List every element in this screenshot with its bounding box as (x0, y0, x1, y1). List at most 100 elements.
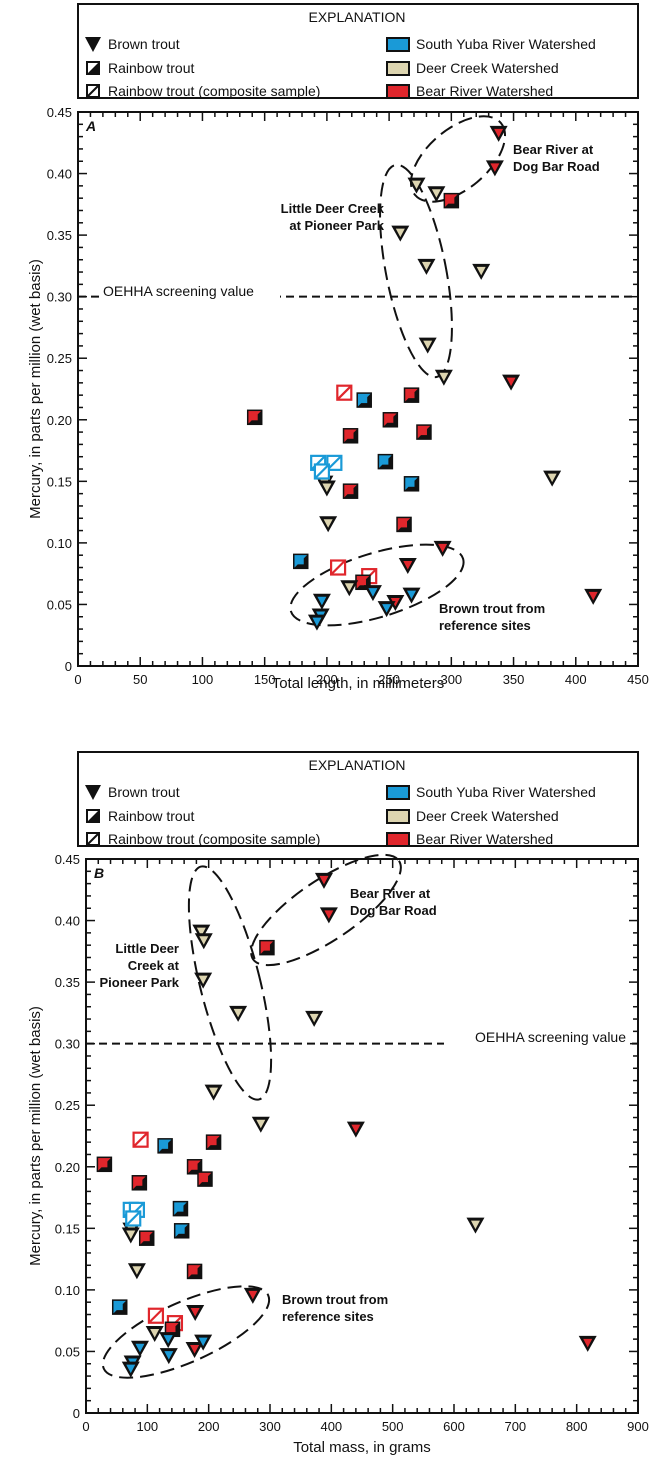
legend-label-south-yuba: South Yuba River Watershed (416, 36, 596, 52)
y-tick-label: 0.35 (55, 975, 80, 990)
annotation-bear-river-a-line1: Bear River at (513, 142, 594, 157)
legend-a: EXPLANATION Brown trout Rainbow trout Ra… (77, 3, 639, 99)
data-point-brown-yuba (121, 1361, 140, 1378)
data-point-brown-deer (127, 1263, 146, 1280)
data-point-rainbow-yuba (157, 1138, 173, 1154)
data-point-composite-yuba (125, 1210, 142, 1227)
data-point-brown-bear (386, 594, 405, 611)
y-tick-label: 0.45 (55, 852, 80, 867)
data-point-rainbow-bear (416, 424, 432, 440)
legend-box (77, 751, 639, 847)
ellipse-little-deer-creek-a (379, 163, 453, 379)
data-point-brown-bear (584, 588, 603, 605)
legend-symbol-rainbow-trout (86, 61, 100, 75)
x-tick-label: 100 (192, 672, 214, 687)
x-tick-label: 400 (320, 1419, 342, 1434)
legend-box (77, 3, 639, 99)
legend-swatch-bear-river (386, 84, 410, 99)
data-point-brown-deer (229, 1005, 248, 1022)
data-point-brown-bear (485, 160, 504, 177)
y-tick-label: 0.40 (55, 914, 80, 929)
legend-swatch-deer-creek (386, 809, 410, 824)
x-tick-label: 500 (382, 1419, 404, 1434)
x-tick-label: 200 (198, 1419, 220, 1434)
legend-title: EXPLANATION (309, 757, 406, 773)
data-point-rainbow-bear (96, 1156, 113, 1173)
data-point-brown-deer (319, 516, 338, 533)
data-point-brown-bear (433, 540, 452, 557)
data-point-rainbow-bear (342, 428, 359, 444)
data-point-brown-deer (121, 1227, 140, 1244)
legend-label-brown-trout: Brown trout (108, 784, 180, 800)
annotation-brown-ref-b-line2: reference sites (282, 1309, 374, 1324)
x-tick-label: 350 (503, 672, 525, 687)
y-tick-label: 0 (65, 659, 72, 674)
legend-title: EXPLANATION (309, 9, 406, 25)
legend-symbol-brown-trout (85, 785, 101, 800)
ellipse-little-deer-creek-b (187, 865, 273, 1101)
y-tick-label: 0.15 (55, 1221, 80, 1236)
data-point-brown-deer (194, 933, 213, 950)
legend-symbol-rainbow-composite (86, 832, 100, 846)
screening-label-a: OEHHA screening value (103, 283, 254, 299)
data-point-composite-bear (329, 559, 347, 576)
y-tick-label: 0.10 (55, 1283, 80, 1298)
legend-symbol-brown-trout (85, 37, 101, 52)
ellipse-brown-trout-reference-a (289, 543, 465, 627)
annotation-brown-ref-a-line2: reference sites (439, 618, 531, 633)
data-points-b (96, 872, 597, 1378)
data-point-brown-deer (145, 1325, 164, 1342)
data-point-composite-yuba (326, 454, 343, 471)
annotation-brown-ref-a-line1: Brown trout from (439, 601, 545, 616)
legend-label-rainbow-trout: Rainbow trout (108, 60, 194, 76)
plot-frame-b (85, 858, 639, 1414)
data-point-brown-bear (578, 1335, 597, 1352)
legend-label-bear-river: Bear River Watershed (416, 83, 553, 99)
legend-swatch-deer-creek (386, 61, 410, 76)
y-tick-label: 0.25 (55, 1098, 80, 1113)
data-point-brown-deer (543, 470, 562, 487)
data-point-brown-deer (407, 177, 426, 194)
data-point-brown-deer (434, 369, 453, 386)
x-axis-label-b: Total mass, in grams (293, 1439, 431, 1456)
x-tick-label: 100 (136, 1419, 158, 1434)
annotation-little-deer-a-line1: Little Deer Creek (281, 201, 385, 216)
legend-label-rainbow-trout: Rainbow trout (108, 808, 194, 824)
y-tick-label: 0.45 (47, 105, 72, 120)
data-point-rainbow-bear (205, 1134, 222, 1150)
ellipse-brown-trout-reference-b (101, 1285, 271, 1379)
data-point-rainbow-bear (186, 1159, 203, 1175)
data-point-composite-yuba (313, 463, 331, 480)
x-tick-label: 400 (565, 672, 587, 687)
annotation-ellipses-a (289, 115, 507, 627)
data-point-brown-yuba (159, 1332, 178, 1349)
x-tick-label: 800 (566, 1419, 588, 1434)
ellipse-bear-river-dog-bar-a (409, 115, 507, 203)
y-tick-labels-a: 0 0.05 0.10 0.15 0.20 0.25 0.30 0.35 0.40 0.45 (47, 105, 72, 674)
data-point-rainbow-bear (259, 939, 275, 956)
data-point-composite-bear (336, 384, 353, 401)
data-point-brown-bear (243, 1287, 262, 1304)
legend-label-rainbow-composite: Rainbow trout (composite sample) (108, 831, 320, 847)
panel-letter-a: A (85, 118, 96, 134)
y-tick-label: 0.30 (55, 1037, 80, 1052)
x-tick-labels-b: 0 100 200 300 400 500 600 700 800 900 (82, 1419, 648, 1434)
data-point-brown-deer (192, 924, 211, 941)
data-point-rainbow-bear (342, 483, 359, 499)
annotation-little-deer-b-line3: Pioneer Park (100, 975, 180, 990)
x-tick-label: 700 (504, 1419, 526, 1434)
legend-symbol-rainbow-composite (86, 84, 100, 98)
x-tick-label: 300 (440, 672, 462, 687)
legend-b: EXPLANATION Brown trout Rainbow trout Ra… (77, 751, 639, 847)
x-tick-label: 150 (254, 672, 276, 687)
x-tick-label: 0 (82, 1419, 89, 1434)
x-tick-label: 900 (627, 1419, 649, 1434)
y-tick-label: 0.05 (55, 1344, 80, 1359)
data-point-brown-yuba (159, 1348, 178, 1365)
legend-label-deer-creek: Deer Creek Watershed (416, 60, 559, 76)
data-point-brown-deer (317, 480, 336, 497)
data-point-brown-bear (489, 125, 508, 142)
x-tick-label: 200 (316, 672, 338, 687)
panel-b: EXPLANATION Brown trout Rainbow trout Ra… (27, 751, 649, 1456)
